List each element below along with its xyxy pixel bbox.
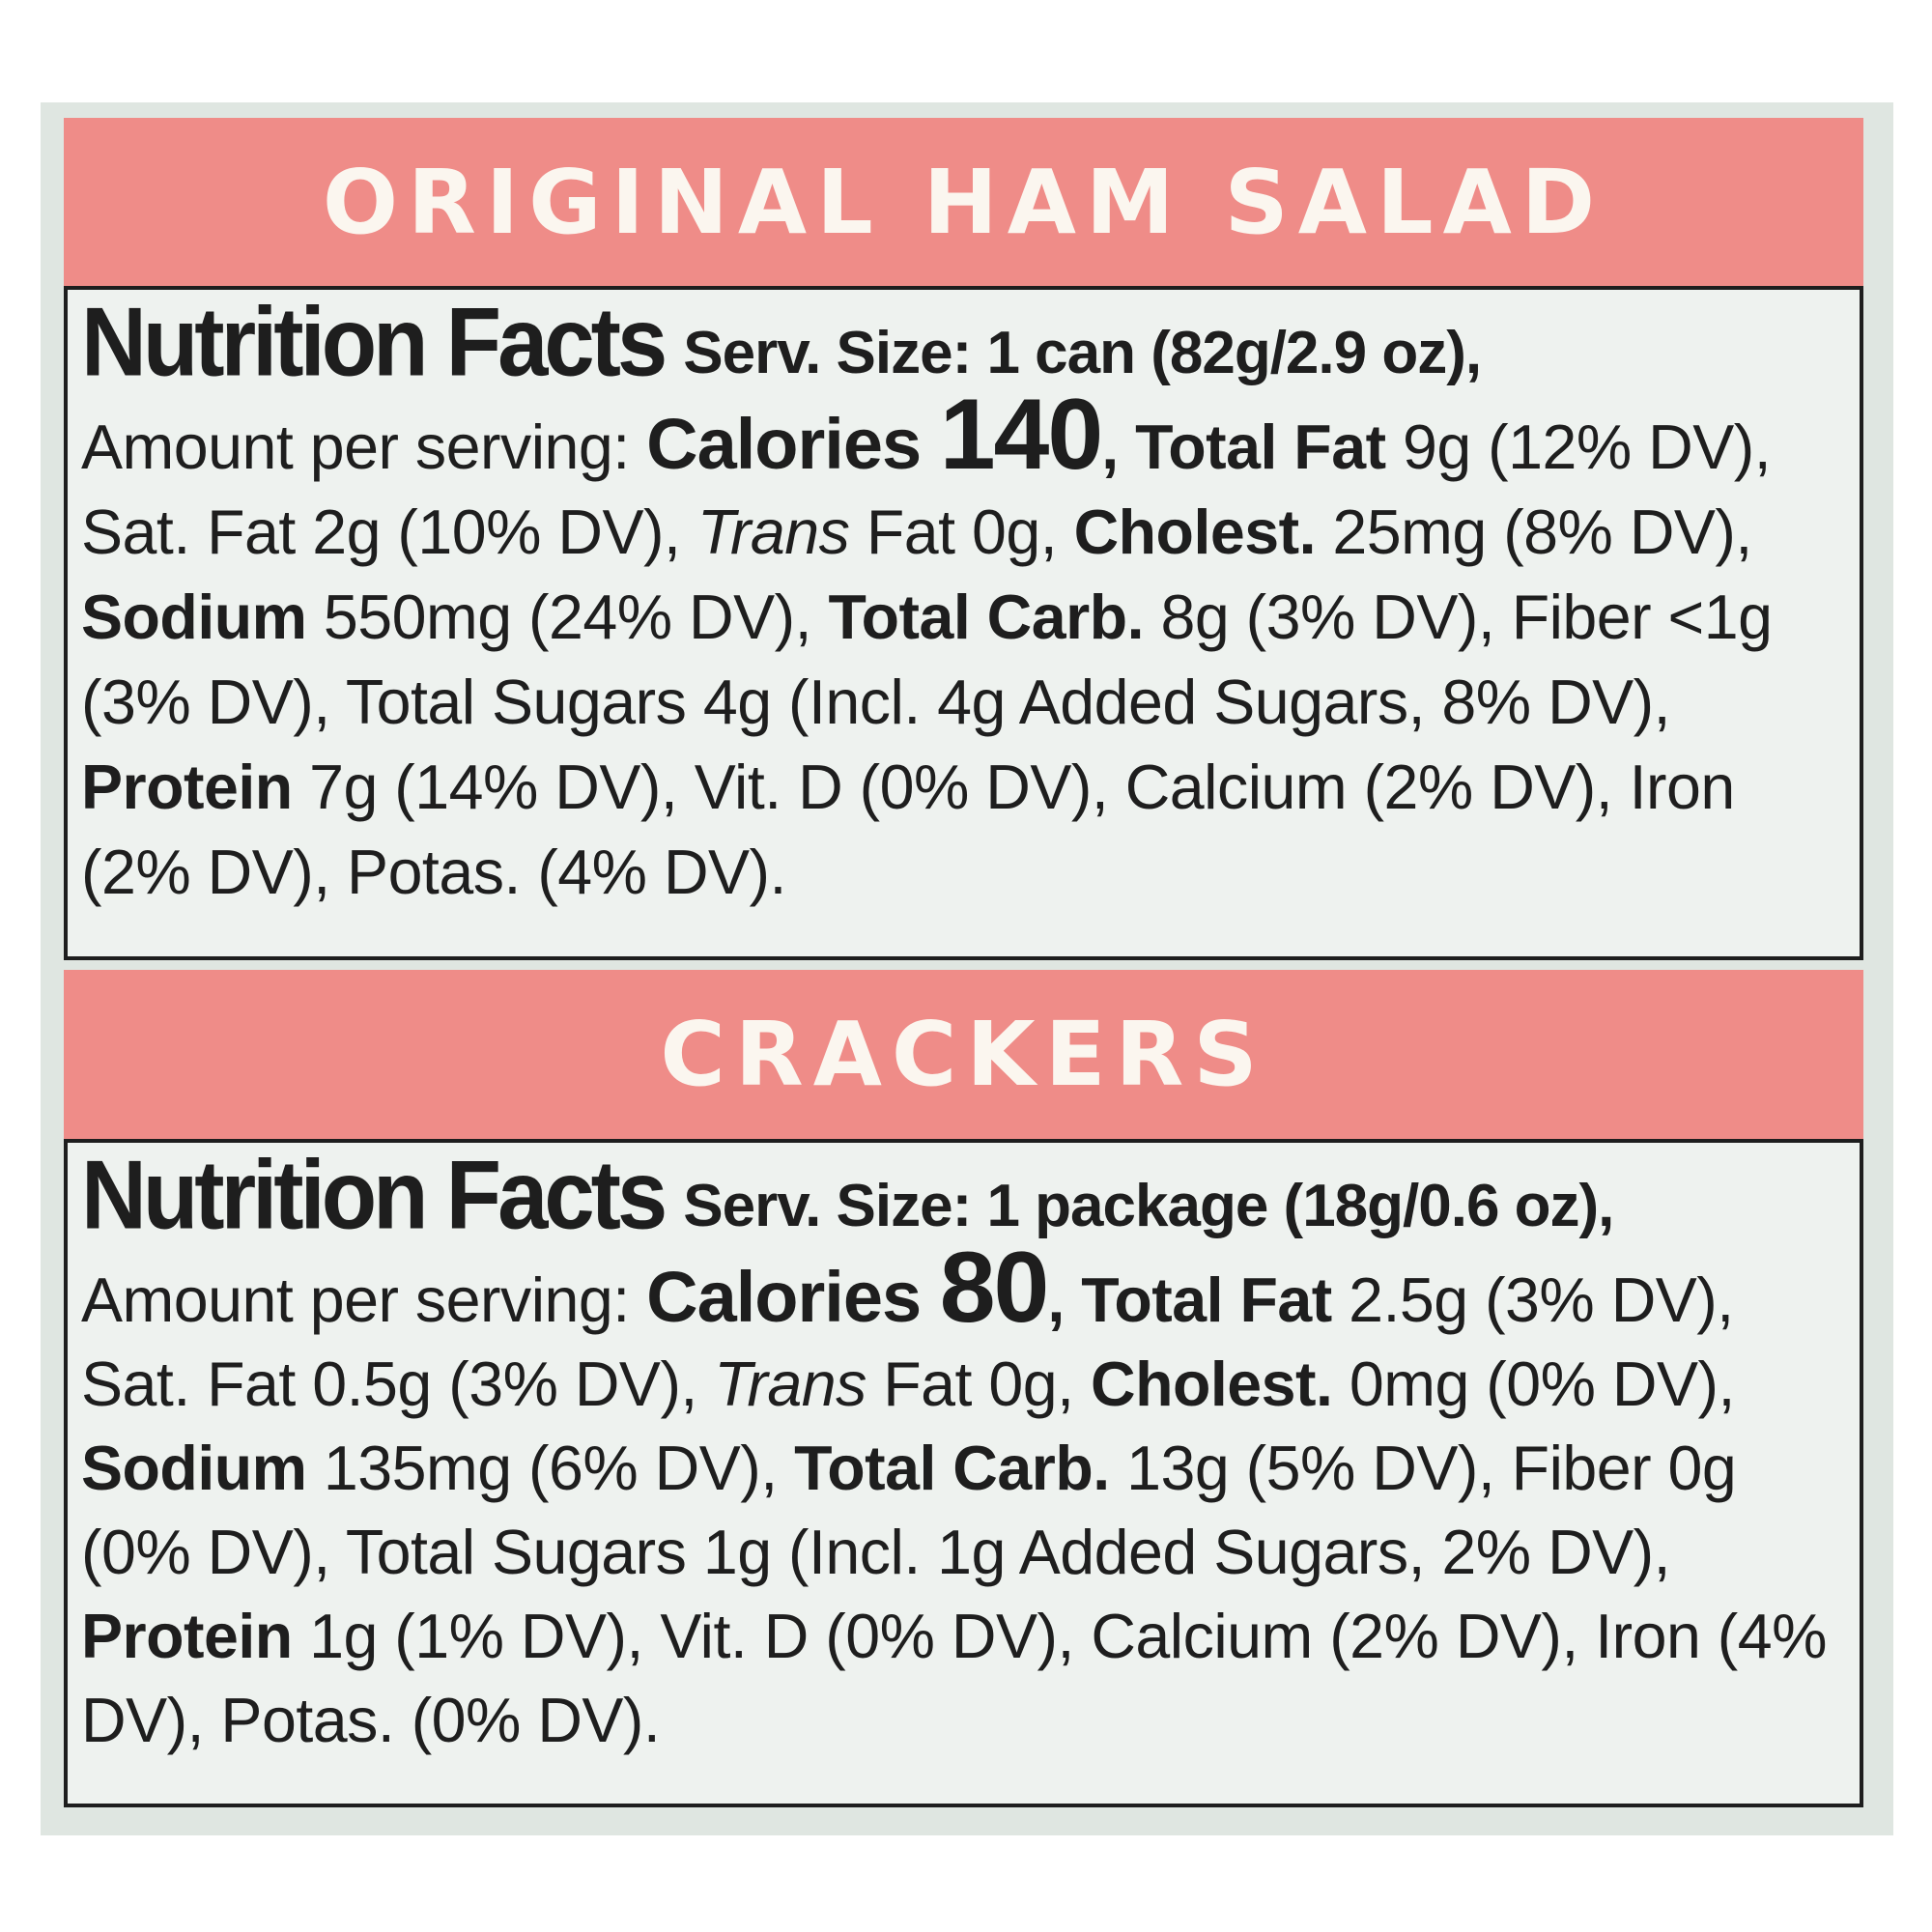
total-carb-label: Total Carb. bbox=[828, 582, 1145, 652]
nutrition-facts-heading: Nutrition Facts Serv. Size: 1 can (82g/2.… bbox=[81, 287, 1860, 395]
calories-value: 140 bbox=[939, 379, 1104, 491]
separator-text: , bbox=[1101, 412, 1136, 482]
nutrition-facts-heading: Nutrition Facts Serv. Size: 1 package (18… bbox=[81, 1140, 1860, 1248]
nutrient-text: 9g (12% DV), Sat. Fat 2g (10% DV), bbox=[81, 412, 1772, 567]
nutrient-text: 25mg (8% DV), bbox=[1316, 497, 1752, 567]
nutrition-facts-title: Nutrition Facts bbox=[81, 1139, 668, 1250]
cholesterol-label: Cholest. bbox=[1090, 1350, 1333, 1419]
crackers-nutrition-facts: Nutrition Facts Serv. Size: 1 package (18… bbox=[64, 1139, 1863, 1807]
protein-label: Protein bbox=[81, 753, 293, 822]
crackers-header: CRACKERS bbox=[64, 970, 1863, 1139]
nutrient-text: 1g (1% DV), Vit. D (0% DV), Calcium (2% … bbox=[81, 1602, 1828, 1755]
calories-label: Calories bbox=[646, 1257, 940, 1337]
ham-salad-title: ORIGINAL HAM SALAD bbox=[322, 151, 1605, 254]
calories-label: Calories bbox=[646, 404, 940, 484]
sodium-label: Sodium bbox=[81, 582, 307, 652]
cholesterol-label: Cholest. bbox=[1073, 497, 1317, 567]
amount-per-serving-label: Amount per serving: bbox=[81, 412, 647, 482]
crackers-title: CRACKERS bbox=[660, 1003, 1267, 1106]
protein-label: Protein bbox=[81, 1602, 293, 1671]
trans-label: Trans bbox=[696, 497, 850, 567]
nutrient-text: 0mg (0% DV), bbox=[1332, 1350, 1736, 1419]
nutrient-text: 135mg (6% DV), bbox=[306, 1434, 795, 1503]
sodium-label: Sodium bbox=[81, 1434, 307, 1503]
ham-salad-nutrition-facts: Nutrition Facts Serv. Size: 1 can (82g/2.… bbox=[64, 286, 1863, 960]
total-fat-label: Total Fat bbox=[1135, 412, 1386, 482]
ham-salad-header: ORIGINAL HAM SALAD bbox=[64, 118, 1863, 287]
nutrient-text: Fat 0g, bbox=[849, 497, 1074, 567]
serving-size: Serv. Size: 1 package (18g/0.6 oz), bbox=[683, 1173, 1614, 1239]
separator-text: , bbox=[1047, 1265, 1082, 1335]
total-carb-label: Total Carb. bbox=[794, 1434, 1110, 1503]
nutrient-text: 8g (3% DV), Fiber <1g (3% DV), Total Sug… bbox=[81, 582, 1773, 737]
trans-label: Trans bbox=[714, 1350, 867, 1419]
total-fat-label: Total Fat bbox=[1081, 1265, 1332, 1335]
nutrient-paragraph: Amount per serving: Calories 80, Total F… bbox=[81, 1237, 1860, 1763]
nutrient-text: Fat 0g, bbox=[866, 1350, 1091, 1419]
nutrient-text: 550mg (24% DV), bbox=[306, 582, 829, 652]
nutrient-text: 7g (14% DV), Vit. D (0% DV), Calcium (2%… bbox=[81, 753, 1735, 907]
nutrition-facts-title: Nutrition Facts bbox=[81, 286, 668, 397]
serving-size: Serv. Size: 1 can (82g/2.9 oz), bbox=[683, 320, 1482, 386]
calories-value: 80 bbox=[939, 1232, 1050, 1344]
nutrient-text: 2.5g (3% DV), Sat. Fat 0.5g (3% DV), bbox=[81, 1265, 1734, 1419]
nutrient-text: 13g (5% DV), Fiber 0g (0% DV), Total Sug… bbox=[81, 1434, 1737, 1587]
amount-per-serving-label: Amount per serving: bbox=[81, 1265, 647, 1335]
nutrient-paragraph: Amount per serving: Calories 140, Total … bbox=[81, 384, 1860, 915]
